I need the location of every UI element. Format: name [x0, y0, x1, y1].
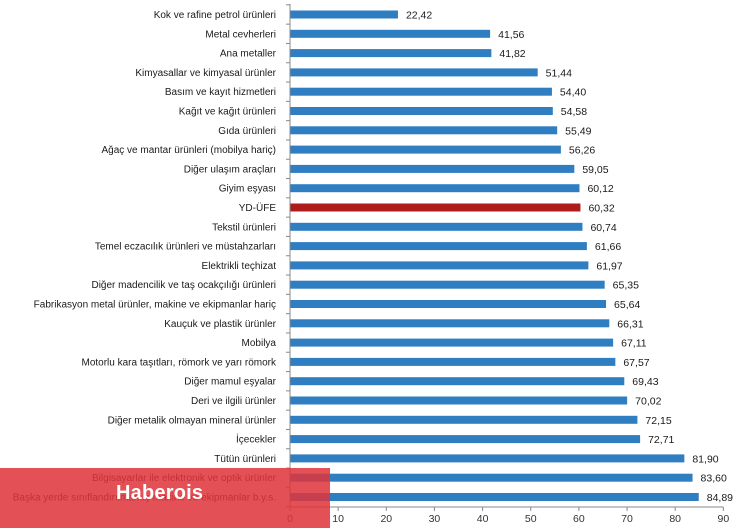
bar: [290, 454, 685, 463]
bar: [290, 222, 583, 231]
data-label: 60,74: [590, 222, 616, 234]
bar: [290, 145, 561, 154]
x-tick-label: 90: [718, 513, 730, 525]
bar-highlight: [290, 203, 581, 212]
x-tick-label: 50: [525, 513, 537, 525]
bar: [290, 261, 589, 270]
category-label: Diğer metalik olmayan mineral ürünler: [108, 415, 277, 426]
category-label: Temel eczacılık ürünleri ve müstahzarlar…: [95, 242, 276, 253]
x-tick-label: 80: [669, 513, 681, 525]
data-label: 61,97: [596, 260, 622, 272]
data-label: 70,02: [635, 396, 661, 408]
data-label: 22,42: [406, 10, 432, 22]
category-label: Tekstil ürünleri: [212, 222, 276, 233]
bar: [290, 10, 398, 19]
bar: [290, 184, 580, 193]
data-label: 61,66: [595, 241, 621, 253]
x-tick-label: 70: [621, 513, 633, 525]
x-tick-label: 10: [332, 513, 344, 525]
x-tick-label: 20: [380, 513, 392, 525]
bar: [290, 377, 625, 386]
bar: [290, 107, 553, 115]
bar: [290, 357, 616, 366]
category-label: Ağaç ve mantar ürünleri (mobilya hariç): [101, 145, 276, 156]
bar: [290, 396, 628, 405]
data-label: 60,32: [588, 203, 614, 215]
value-labels-group: 22,42 41,56 41,82 51,44 54,40 54,58 55,49 56,26…: [406, 10, 733, 505]
category-label: Gıda ürünleri: [218, 126, 276, 137]
category-label: Deri ve ilgili ürünler: [191, 396, 277, 407]
category-label: Basım ve kayıt hizmetleri: [165, 87, 276, 98]
data-label: 59,05: [582, 164, 608, 176]
category-label: Giyim eşyası: [219, 184, 276, 195]
data-label: 60,12: [587, 183, 613, 195]
category-label: İçecekler: [236, 433, 277, 446]
bar: [290, 473, 693, 482]
data-label: 56,26: [569, 145, 595, 157]
category-label: Diğer mamul eşyalar: [184, 377, 276, 388]
data-label: 55,49: [565, 125, 591, 137]
data-label: 41,82: [499, 48, 525, 60]
watermark-logo-text: Haberois: [116, 482, 204, 504]
data-label: 83,60: [701, 473, 727, 485]
data-label: 65,35: [613, 280, 639, 292]
bar: [290, 338, 614, 347]
category-label: Ana metaller: [220, 49, 277, 60]
data-label: 65,64: [614, 299, 640, 311]
x-tick-label: 40: [477, 513, 489, 525]
data-label: 54,40: [560, 87, 586, 99]
bar: [290, 29, 491, 38]
bar: [290, 87, 552, 96]
data-label: 81,90: [692, 453, 718, 465]
x-tick-label: 30: [429, 513, 441, 525]
category-label: Mobilya: [242, 338, 277, 349]
bar: [290, 126, 558, 135]
data-label: 67,11: [621, 338, 647, 350]
category-label: Kauçuk ve plastik ürünler: [164, 319, 276, 330]
data-label: 72,15: [645, 415, 671, 427]
data-label: 72,71: [648, 434, 674, 446]
data-label: 67,57: [623, 357, 649, 369]
bar: [290, 164, 575, 173]
category-label: Tütün ürünleri: [214, 454, 276, 465]
category-label: Elektrikli teçhizat: [202, 261, 277, 272]
watermark-banner: Haberois: [0, 468, 330, 528]
bars-group: [290, 10, 699, 501]
category-label: Kimyasallar ve kimyasal ürünler: [135, 68, 276, 79]
bar: [290, 300, 607, 308]
category-label: Kok ve rafine petrol ürünleri: [154, 10, 276, 21]
category-label: Diğer madencilik ve taş ocakçılığı ürünl…: [91, 280, 276, 291]
data-label: 66,31: [617, 318, 643, 330]
data-label: 69,43: [632, 376, 658, 388]
data-label: 84,89: [707, 492, 733, 504]
bar: [290, 49, 492, 58]
bar: [290, 280, 605, 289]
category-label: Motorlu kara taşıtları, römork ve yarı r…: [82, 357, 277, 368]
category-label: Metal cevherleri: [205, 29, 276, 40]
data-label: 41,56: [498, 29, 524, 41]
axes-group: 0102030405060708090: [286, 4, 729, 525]
bar: [290, 435, 641, 444]
bar: [290, 68, 538, 77]
bar: [290, 415, 638, 424]
category-label: Kağıt ve kağıt ürünleri: [179, 107, 276, 118]
x-tick-label: 60: [573, 513, 585, 525]
category-label: Diğer ulaşım araçları: [184, 164, 276, 175]
bar: [290, 493, 699, 501]
data-label: 51,44: [546, 67, 572, 79]
category-label: YD-ÜFE: [239, 202, 277, 214]
category-labels-group: Kok ve rafine petrol ürünleri Metal cevhe…: [13, 10, 277, 504]
data-label: 54,58: [561, 106, 587, 118]
category-label: Fabrikasyon metal ürünler, makine ve eki…: [34, 300, 276, 311]
bar: [290, 242, 587, 251]
bar: [290, 319, 610, 328]
